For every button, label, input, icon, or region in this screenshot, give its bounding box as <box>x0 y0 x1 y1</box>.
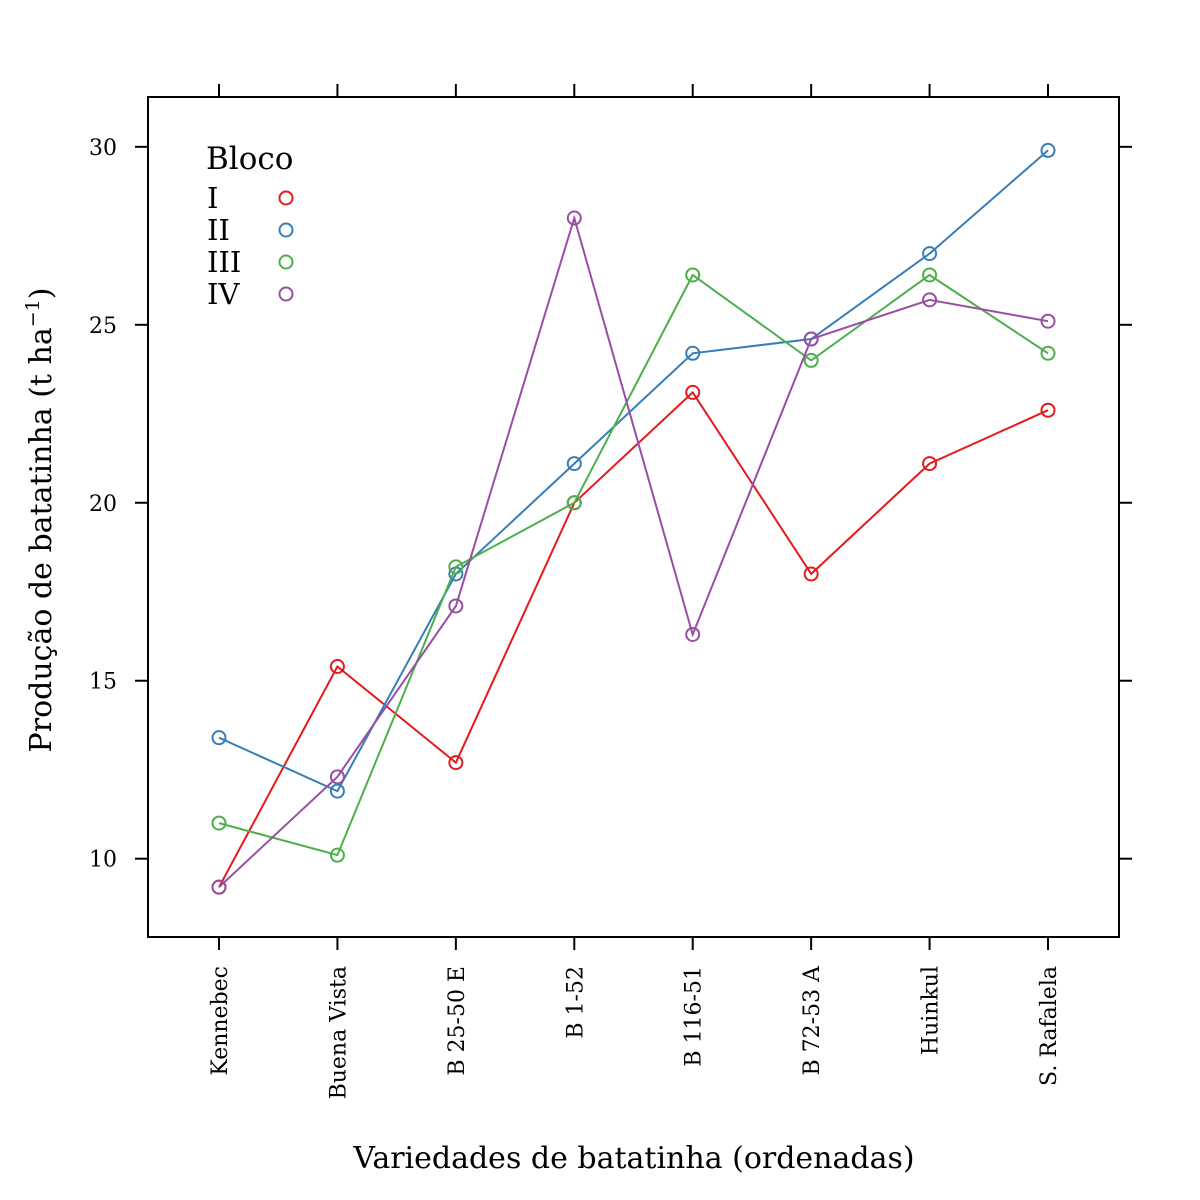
x-tick-label: B 1-52 <box>563 966 588 1039</box>
series-line <box>218 273 1049 857</box>
y-tick-label: 15 <box>89 670 117 695</box>
data-point <box>922 246 938 262</box>
data-point <box>685 345 701 361</box>
series-III <box>211 267 1056 863</box>
x-tick-label: Kennebec <box>208 966 233 1076</box>
data-point <box>803 352 819 368</box>
x-tick-label: B 72-53 A <box>800 965 825 1076</box>
y-axis-title: Produção de batatinha (t ha−1) <box>22 288 59 753</box>
y-tick-label: 10 <box>89 848 117 873</box>
data-point <box>211 815 227 831</box>
data-point <box>922 456 938 472</box>
data-point <box>803 331 819 347</box>
data-point <box>448 598 464 614</box>
legend-marker <box>278 222 294 238</box>
legend-marker <box>278 286 294 302</box>
x-tick-label: S. Rafalela <box>1037 966 1062 1086</box>
data-point <box>448 755 464 771</box>
y-tick-label: 30 <box>89 136 117 161</box>
data-point <box>1040 313 1056 329</box>
data-point <box>1040 402 1056 418</box>
legend-label: II <box>207 213 230 247</box>
series-layer <box>211 142 1056 895</box>
plot-frame <box>147 96 1120 938</box>
y-axis-title-close: ) <box>24 288 59 300</box>
legend-label: I <box>207 181 218 215</box>
legend-label: III <box>207 245 241 279</box>
x-tick-label: Buena Vista <box>326 966 351 1099</box>
data-point <box>1040 345 1056 361</box>
series-IV <box>211 210 1056 895</box>
x-tick-label: Huinkul <box>919 966 944 1055</box>
data-point <box>566 210 582 226</box>
data-point <box>211 879 227 895</box>
legend-marker <box>278 254 294 270</box>
data-point <box>922 292 938 308</box>
data-point <box>922 267 938 283</box>
data-point <box>329 847 345 863</box>
y-tick-label: 20 <box>89 492 117 517</box>
data-point <box>211 730 227 746</box>
data-point <box>329 769 345 785</box>
legend-label: IV <box>207 277 240 311</box>
data-point <box>566 495 582 511</box>
series-line <box>218 149 1049 793</box>
y-axis-title-main: Produção de batatinha (t ha <box>24 327 59 752</box>
series-I <box>211 384 1056 895</box>
x-tick-label: B 116-51 <box>682 966 707 1067</box>
data-point <box>1040 142 1056 158</box>
data-point <box>566 456 582 472</box>
x-tick-label: B 25-50 E <box>445 966 470 1076</box>
legend-title: Bloco <box>206 141 293 177</box>
y-axis-title-superscript: −1 <box>22 299 44 327</box>
data-point <box>329 658 345 674</box>
x-axis-title: Variedades de batatinha (ordenadas) <box>352 1141 914 1176</box>
series-line <box>218 214 1049 888</box>
data-point <box>803 566 819 582</box>
data-point <box>685 384 701 400</box>
y-tick-label: 25 <box>89 314 117 339</box>
axis-ticks: Kennebec Buena Vista B 25-50 E B 1-52 B 116-… <box>89 84 1132 1099</box>
data-point <box>685 626 701 642</box>
data-point <box>685 267 701 283</box>
data-point <box>329 783 345 799</box>
series-line <box>218 390 1049 888</box>
legend-marker <box>278 190 294 206</box>
data-point <box>448 559 464 575</box>
